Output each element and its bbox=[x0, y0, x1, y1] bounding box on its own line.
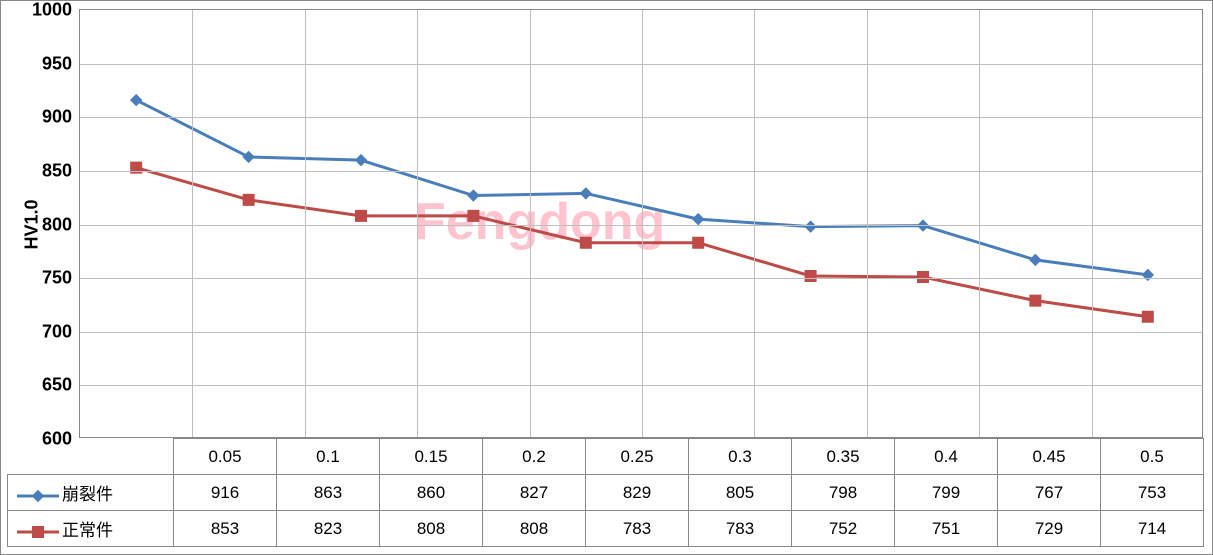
series-marker-zhengchang bbox=[918, 272, 929, 283]
data-cell: 753 bbox=[1101, 475, 1204, 511]
legend-cell-benglie: 崩裂件 bbox=[8, 475, 174, 511]
gridline-v bbox=[417, 10, 418, 437]
series-marker-benglie bbox=[131, 95, 142, 106]
gridline-h bbox=[80, 64, 1202, 65]
series-marker-zhengchang bbox=[693, 237, 704, 248]
y-tick-label: 800 bbox=[42, 214, 72, 235]
data-cell: 752 bbox=[792, 511, 895, 547]
gridline-v bbox=[530, 10, 531, 437]
gridline-h bbox=[80, 117, 1202, 118]
data-cell: 853 bbox=[174, 511, 277, 547]
y-tick-label: 750 bbox=[42, 268, 72, 289]
x-category-cell: 0.1 bbox=[277, 439, 380, 475]
gridline-h bbox=[80, 278, 1202, 279]
table-row: 0.050.10.150.20.250.30.350.40.450.5 bbox=[8, 439, 1204, 475]
x-category-cell: 0.15 bbox=[380, 439, 483, 475]
series-marker-zhengchang bbox=[468, 210, 479, 221]
y-tick-label: 900 bbox=[42, 107, 72, 128]
data-cell: 751 bbox=[895, 511, 998, 547]
table-row: 正常件853823808808783783752751729714 bbox=[8, 511, 1204, 547]
series-marker-benglie bbox=[918, 220, 929, 231]
legend-swatch-zhengchang bbox=[16, 525, 60, 539]
series-marker-zhengchang bbox=[1142, 311, 1153, 322]
gridline-h bbox=[80, 225, 1202, 226]
x-category-cell: 0.45 bbox=[998, 439, 1101, 475]
plot-area: Fengdong 6006507007508008509009501000 bbox=[79, 9, 1203, 438]
data-cell: 863 bbox=[277, 475, 380, 511]
y-tick-label: 950 bbox=[42, 53, 72, 74]
legend-cell-zhengchang: 正常件 bbox=[8, 511, 174, 547]
series-marker-benglie bbox=[468, 190, 479, 201]
data-cell: 860 bbox=[380, 475, 483, 511]
gridline-v bbox=[754, 10, 755, 437]
series-marker-benglie bbox=[805, 221, 816, 232]
x-category-cell: 0.05 bbox=[174, 439, 277, 475]
gridline-v bbox=[979, 10, 980, 437]
legend-swatch-benglie bbox=[16, 489, 60, 503]
data-table: 0.050.10.150.20.250.30.350.40.450.5 崩裂件 91… bbox=[7, 438, 1204, 547]
gridline-v bbox=[1092, 10, 1093, 437]
series-marker-zhengchang bbox=[1030, 295, 1041, 306]
series-marker-zhengchang bbox=[356, 210, 367, 221]
series-marker-benglie bbox=[356, 155, 367, 166]
chart-container: HV1.0 Fengdong 6006507007508008509009501… bbox=[0, 0, 1213, 555]
series-marker-benglie bbox=[1030, 254, 1041, 265]
gridline-h bbox=[80, 171, 1202, 172]
data-cell: 827 bbox=[483, 475, 586, 511]
x-category-cell: 0.2 bbox=[483, 439, 586, 475]
data-cell: 808 bbox=[380, 511, 483, 547]
data-cell: 798 bbox=[792, 475, 895, 511]
x-category-cell: 0.5 bbox=[1101, 439, 1204, 475]
series-marker-zhengchang bbox=[580, 237, 591, 248]
data-cell: 829 bbox=[586, 475, 689, 511]
y-tick-label: 1000 bbox=[32, 0, 72, 21]
data-cell: 823 bbox=[277, 511, 380, 547]
series-marker-benglie bbox=[243, 151, 254, 162]
data-cell: 714 bbox=[1101, 511, 1204, 547]
series-marker-benglie bbox=[580, 188, 591, 199]
gridline-v bbox=[867, 10, 868, 437]
y-tick-label: 700 bbox=[42, 321, 72, 342]
y-tick-label: 850 bbox=[42, 160, 72, 181]
data-cell: 783 bbox=[689, 511, 792, 547]
gridline-v bbox=[642, 10, 643, 437]
data-cell: 805 bbox=[689, 475, 792, 511]
series-marker-zhengchang bbox=[243, 194, 254, 205]
legend-label: 崩裂件 bbox=[62, 485, 113, 504]
table-row: 崩裂件 916863860827829805798799767753 bbox=[8, 475, 1204, 511]
series-marker-benglie bbox=[693, 214, 704, 225]
data-cell: 729 bbox=[998, 511, 1101, 547]
data-cell: 783 bbox=[586, 511, 689, 547]
x-category-cell: 0.25 bbox=[586, 439, 689, 475]
x-category-cell: 0.35 bbox=[792, 439, 895, 475]
x-category-cell: 0.3 bbox=[689, 439, 792, 475]
data-cell: 916 bbox=[174, 475, 277, 511]
data-cell: 808 bbox=[483, 511, 586, 547]
series-marker-zhengchang bbox=[805, 270, 816, 281]
gridline-v bbox=[192, 10, 193, 437]
x-category-cell: 0.4 bbox=[895, 439, 998, 475]
table-corner bbox=[8, 439, 174, 475]
y-tick-label: 650 bbox=[42, 375, 72, 396]
gridline-h bbox=[80, 385, 1202, 386]
gridline-v bbox=[305, 10, 306, 437]
data-cell: 799 bbox=[895, 475, 998, 511]
legend-label: 正常件 bbox=[62, 521, 113, 540]
data-cell: 767 bbox=[998, 475, 1101, 511]
gridline-h bbox=[80, 332, 1202, 333]
y-axis-title: HV1.0 bbox=[22, 199, 43, 249]
